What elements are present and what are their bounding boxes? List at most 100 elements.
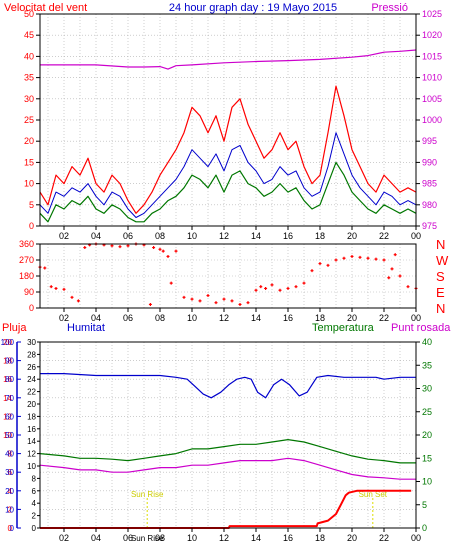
- wind-ytick-label-50: 50: [24, 9, 34, 19]
- direction-point-46: [358, 255, 362, 259]
- dir-xtick-label-20: 20: [347, 313, 357, 323]
- pressure-ytick-label-1015: 1015: [422, 51, 442, 61]
- chart-title: 24 hour graph day : 19 Mayo 2015: [169, 2, 337, 14]
- dir-xtick-label-12: 12: [219, 313, 229, 323]
- direction-point-33: [259, 285, 263, 289]
- wind-xtick-label-02: 02: [59, 231, 69, 241]
- dir-xtick-label-22: 22: [379, 313, 389, 323]
- direction-point-47: [366, 256, 370, 260]
- temp-right-ytick-label-0: 0: [422, 523, 427, 533]
- pressure-ytick-label-985: 985: [422, 179, 437, 189]
- direction-point-6: [76, 299, 80, 303]
- temp-left-ytick-label-12: 12: [27, 450, 36, 459]
- compass-label-4: N: [436, 301, 445, 316]
- direction-point-53: [398, 274, 402, 278]
- wind-xtick-label-10: 10: [187, 231, 197, 241]
- wind-xtick-label-04: 04: [91, 231, 101, 241]
- dir-xtick-label-06: 06: [123, 313, 133, 323]
- rain-ytick-label-6: 6: [8, 468, 13, 477]
- series-layer: Sun Rise Sun Set: [38, 49, 418, 529]
- dir-xtick-label-02: 02: [59, 313, 69, 323]
- humidity-ytick-label-80: 80: [5, 375, 14, 384]
- dir-xtick-label-14: 14: [251, 313, 261, 323]
- pressure-ytick-label-980: 980: [422, 200, 437, 210]
- direction-point-4: [62, 287, 66, 291]
- pressure-ytick-label-975: 975: [422, 221, 437, 231]
- direction-point-45: [350, 254, 354, 258]
- direction-point-30: [238, 302, 242, 306]
- wind-xtick-label-06: 06: [123, 231, 133, 241]
- humidity-axis-label: Humitat: [67, 322, 105, 334]
- bottom-xtick-label-06: 06: [123, 533, 133, 543]
- rain-ytick-label-20: 20: [3, 338, 12, 347]
- direction-point-19: [161, 249, 165, 253]
- wind-series-2: [39, 161, 417, 223]
- direction-point-13: [126, 244, 130, 248]
- wind-axis-label: Velocitat del vent: [4, 2, 87, 14]
- direction-point-12: [118, 245, 122, 249]
- dewpoint-axis-label: Punt rosada: [391, 322, 451, 334]
- temp-right-ytick-label-30: 30: [422, 384, 432, 394]
- bottom-series-0: [40, 373, 416, 399]
- direction-point-2: [49, 285, 53, 289]
- wind-xtick-label-22: 22: [379, 231, 389, 241]
- direction-point-40: [310, 269, 314, 273]
- bottom-xtick-label-20: 20: [347, 533, 357, 543]
- direction-point-54: [406, 285, 410, 289]
- bottom-series-2: [39, 457, 416, 480]
- bottom-series-3: [40, 489, 412, 529]
- wind-xtick-label-20: 20: [347, 231, 357, 241]
- bottom-series-1: [39, 439, 416, 464]
- temp-left-ytick-label-26: 26: [27, 363, 36, 372]
- humidity-ytick-label-20: 20: [5, 487, 14, 496]
- wind-ytick-label-5: 5: [29, 200, 34, 210]
- compass-label-2: S: [436, 269, 445, 284]
- bottom-xtick-label-10: 10: [187, 533, 197, 543]
- direction-point-43: [334, 258, 338, 262]
- dir-ytick-label-90: 90: [24, 287, 34, 297]
- humidity-ytick-label-40: 40: [5, 450, 14, 459]
- wind-ytick-label-15: 15: [24, 157, 34, 167]
- temp-left-ytick-label-10: 10: [27, 462, 36, 471]
- temp-right-ytick-label-35: 35: [422, 360, 432, 370]
- temp-left-ytick-label-20: 20: [27, 400, 36, 409]
- dir-ytick-label-180: 180: [19, 271, 34, 281]
- bottom-xtick-label-14: 14: [251, 533, 261, 543]
- axes-layer: 0510152025303540455097598098599099510001…: [1, 9, 449, 543]
- rain-axis-label: Pluja: [2, 322, 27, 334]
- temp-right-ytick-label-15: 15: [422, 453, 432, 463]
- direction-point-37: [286, 286, 290, 290]
- humidity-ytick-label-90: 90: [5, 357, 14, 366]
- pressure-ytick-label-990: 990: [422, 157, 437, 167]
- direction-point-24: [190, 297, 194, 301]
- direction-point-1: [43, 266, 47, 270]
- direction-point-26: [206, 294, 210, 298]
- bottom-xtick-label-00: 00: [411, 533, 421, 543]
- wind-ytick-label-45: 45: [24, 30, 34, 40]
- bottom-xtick-label-18: 18: [315, 533, 325, 543]
- temp-left-ytick-label-16: 16: [27, 425, 36, 434]
- direction-point-22: [174, 249, 178, 253]
- humidity-ytick-label-50: 50: [5, 431, 14, 440]
- dir-ytick-label-270: 270: [19, 255, 34, 265]
- humidity-ytick-label-60: 60: [5, 412, 14, 421]
- temp-left-ytick-label-18: 18: [27, 412, 36, 421]
- rain-ytick-label-14: 14: [3, 394, 12, 403]
- direction-point-16: [148, 302, 152, 306]
- wind-series-3: [40, 49, 417, 70]
- direction-point-39: [302, 281, 306, 285]
- wind-ytick-label-40: 40: [24, 51, 34, 61]
- temp-right-ytick-label-20: 20: [422, 430, 432, 440]
- compass-label-1: W: [436, 253, 449, 268]
- direction-point-44: [342, 256, 346, 260]
- temp-left-ytick-label-30: 30: [27, 338, 36, 347]
- humidity-ytick-label-10: 10: [5, 505, 14, 514]
- direction-point-51: [390, 267, 394, 271]
- direction-point-5: [70, 295, 74, 299]
- direction-point-52: [393, 253, 397, 257]
- direction-point-42: [326, 263, 330, 267]
- temp-left-ytick-label-28: 28: [27, 350, 36, 359]
- direction-point-28: [222, 297, 226, 301]
